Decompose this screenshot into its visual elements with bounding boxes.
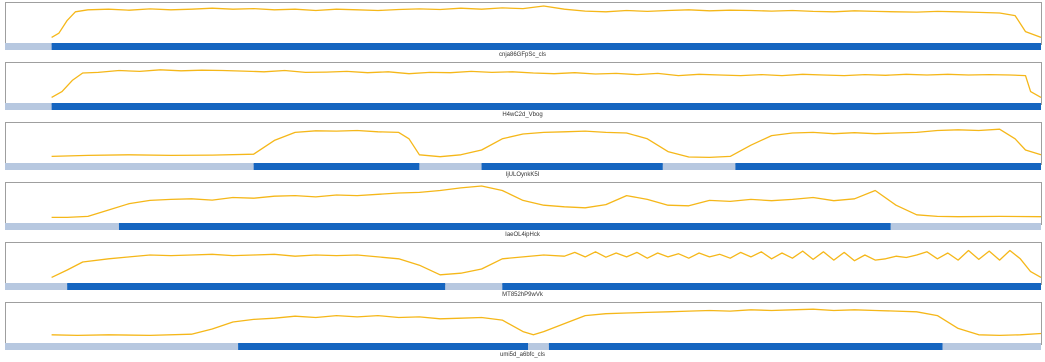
track-label: cnja86GFpSc_cls xyxy=(498,52,547,58)
action-segment xyxy=(735,163,1041,170)
score-line xyxy=(51,185,1042,219)
action-segment xyxy=(51,103,1042,110)
action-segment xyxy=(502,283,1041,290)
action-segment xyxy=(238,343,529,350)
track-label: umi5d_a6bfc_cls xyxy=(499,352,546,358)
action-segment xyxy=(481,163,663,170)
action-segment xyxy=(67,283,446,290)
background-segment xyxy=(5,43,52,50)
track: IaeOL4ipHck xyxy=(0,182,1045,242)
track-plot xyxy=(5,182,1042,230)
track-label: IjULOynkK5I xyxy=(505,172,540,178)
action-segment xyxy=(118,223,891,230)
score-line xyxy=(51,128,1042,159)
score-line xyxy=(51,249,1042,278)
background-segment xyxy=(419,163,482,170)
track-plot xyxy=(5,242,1042,290)
action-segment xyxy=(51,43,1042,50)
background-segment xyxy=(5,283,68,290)
background-segment xyxy=(528,343,549,350)
track-plot xyxy=(5,302,1042,350)
score-line xyxy=(51,69,1042,98)
background-segment xyxy=(5,103,52,110)
action-segment xyxy=(548,343,943,350)
plot-frame xyxy=(5,182,1042,225)
background-segment xyxy=(445,283,503,290)
track: cnja86GFpSc_cls xyxy=(0,2,1045,62)
track-label: MT852hP9wVk xyxy=(502,292,543,298)
background-segment xyxy=(5,223,119,230)
track-plot xyxy=(5,62,1042,110)
track: MT852hP9wVk xyxy=(0,242,1045,302)
background-segment xyxy=(942,343,1041,350)
score-line xyxy=(51,5,1042,39)
background-segment xyxy=(890,223,1041,230)
plot-frame xyxy=(5,242,1042,285)
track-label: H4wC2d_Vbog xyxy=(502,112,543,118)
plot-frame xyxy=(5,62,1042,105)
track-label: IaeOL4ipHck xyxy=(505,232,540,238)
background-segment xyxy=(662,163,736,170)
score-line xyxy=(51,308,1042,337)
track: IjULOynkK5I xyxy=(0,122,1045,182)
action-segment xyxy=(253,163,420,170)
plot-frame xyxy=(5,122,1042,165)
background-segment xyxy=(5,343,239,350)
plot-frame xyxy=(5,302,1042,345)
background-segment xyxy=(5,163,254,170)
track-plot xyxy=(5,122,1042,170)
track: umi5d_a6bfc_cls xyxy=(0,302,1045,362)
track: H4wC2d_Vbog xyxy=(0,62,1045,122)
track-plot xyxy=(5,2,1042,50)
